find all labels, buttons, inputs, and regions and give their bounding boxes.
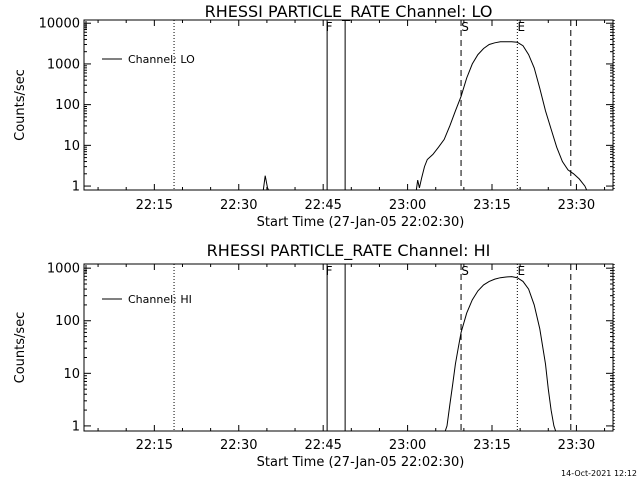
timestamp: 14-Oct-2021 12:12 [561, 469, 637, 478]
chart2-marker-label: E [518, 264, 526, 278]
chart1-series-line [262, 41, 588, 190]
chart2-marker-label: F [326, 264, 333, 278]
chart2-x-tick-label: 22:30 [220, 438, 257, 453]
chart2-frame [83, 263, 614, 432]
chart2-y-tick-label: 1 [72, 419, 80, 434]
chart1-x-tick-label: 23:30 [558, 198, 595, 213]
chart2-x-tick-label: 23:00 [389, 438, 426, 453]
chart1-x-tick-label: 22:45 [304, 198, 341, 213]
chart1-marker-label: F [326, 20, 333, 34]
chart2-x-tick-label: 23:15 [473, 438, 510, 453]
chart2-marker-label: S [461, 264, 469, 278]
chart2-series-line [444, 276, 557, 431]
chart1-x-tick-label: 23:00 [389, 198, 426, 213]
chart2-x-axis-label: Start Time (27-Jan-05 22:02:30) [257, 455, 465, 470]
chart1-legend-label: Channel: LO [128, 53, 195, 66]
chart1-y-tick-label: 10 [63, 139, 80, 154]
chart2-y-axis-label: Counts/sec [13, 312, 28, 384]
chart1-y-tick-label: 1 [72, 180, 80, 195]
chart1-x-axis-label: Start Time (27-Jan-05 22:02:30) [257, 215, 465, 230]
chart1-marker-label: S [461, 20, 469, 34]
chart2-legend-label: Channel: HI [128, 293, 192, 306]
chart1-y-axis-label: Counts/sec [13, 69, 28, 141]
chart1-x-tick-label: 22:15 [136, 198, 173, 213]
chart1-x-tick-label: 23:15 [473, 198, 510, 213]
chart1-x-tick-label: 22:30 [220, 198, 257, 213]
chart1-title: RHESSI PARTICLE_RATE Channel: LO [205, 2, 493, 22]
chart2-x-tick-label: 22:15 [136, 438, 173, 453]
chart1-frame [83, 19, 614, 191]
chart2-x-tick-label: 23:30 [558, 438, 595, 453]
chart1-y-tick-label: 100 [55, 98, 80, 113]
chart1-y-tick-label: 1000 [47, 57, 80, 72]
chart1-marker-label: E [518, 20, 526, 34]
chart2-y-tick-label: 100 [55, 314, 80, 329]
chart2-y-tick-label: 1000 [47, 262, 80, 277]
chart1-y-tick-label: 10000 [39, 17, 80, 32]
chart2-x-tick-label: 22:45 [304, 438, 341, 453]
chart2-y-tick-label: 10 [63, 367, 80, 382]
chart2-title: RHESSI PARTICLE_RATE Channel: HI [207, 241, 491, 261]
